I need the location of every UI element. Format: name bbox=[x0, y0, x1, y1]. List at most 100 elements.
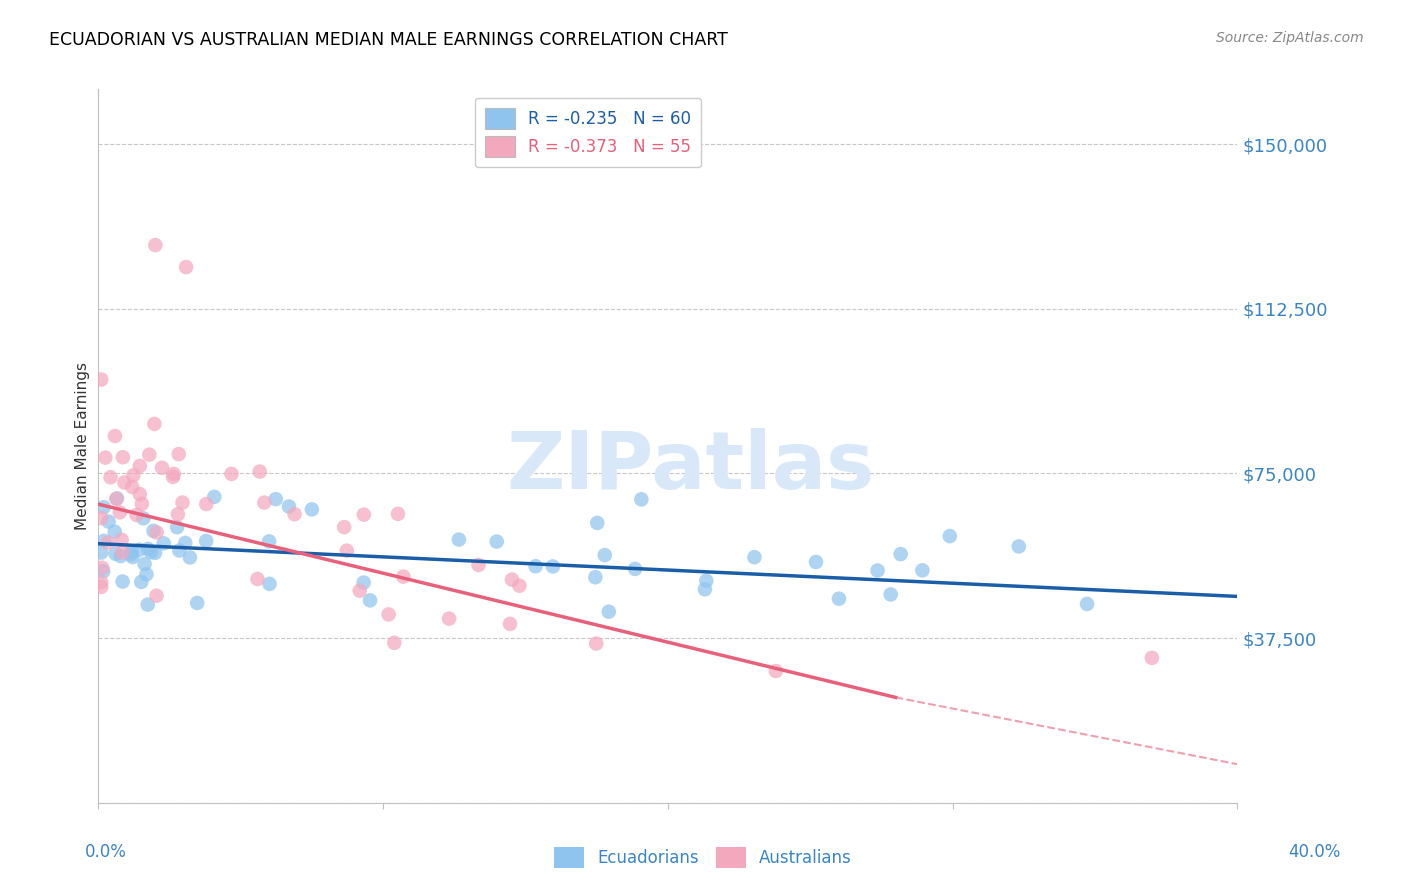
Point bbox=[174, 536, 197, 550]
Point bbox=[485, 534, 508, 549]
Point bbox=[392, 569, 415, 583]
Point bbox=[221, 467, 243, 481]
Point bbox=[278, 500, 301, 514]
Point bbox=[336, 543, 359, 558]
Point bbox=[110, 549, 132, 563]
Point bbox=[93, 500, 115, 515]
Point bbox=[122, 468, 145, 483]
Point bbox=[145, 525, 167, 540]
Point bbox=[359, 593, 381, 607]
Point bbox=[264, 492, 287, 507]
Point bbox=[939, 529, 962, 543]
Point bbox=[90, 372, 112, 386]
Point bbox=[172, 495, 194, 509]
Point bbox=[90, 575, 112, 590]
Point bbox=[447, 533, 470, 547]
Point bbox=[353, 508, 375, 522]
Point bbox=[141, 545, 163, 559]
Point bbox=[259, 577, 281, 591]
Point bbox=[744, 550, 766, 565]
Point bbox=[105, 491, 128, 506]
Point bbox=[586, 516, 609, 530]
Point bbox=[585, 636, 607, 650]
Point bbox=[131, 497, 153, 511]
Point bbox=[524, 559, 547, 574]
Point bbox=[828, 591, 851, 606]
Point bbox=[202, 490, 225, 504]
Point bbox=[382, 636, 405, 650]
Point bbox=[186, 596, 208, 610]
Text: 40.0%: 40.0% bbox=[1288, 843, 1341, 861]
Point bbox=[136, 541, 159, 556]
Point bbox=[143, 417, 166, 431]
Point bbox=[94, 450, 117, 465]
Point bbox=[630, 492, 652, 507]
Point bbox=[111, 545, 134, 559]
Point bbox=[163, 467, 186, 481]
Point bbox=[387, 507, 409, 521]
Point bbox=[765, 664, 787, 678]
Point bbox=[333, 520, 356, 534]
Point bbox=[132, 511, 155, 525]
Point bbox=[253, 495, 276, 509]
Point bbox=[100, 470, 122, 484]
Point bbox=[501, 573, 523, 587]
Point bbox=[695, 574, 717, 588]
Text: 0.0%: 0.0% bbox=[84, 843, 127, 861]
Point bbox=[166, 520, 188, 534]
Point bbox=[93, 533, 115, 548]
Point bbox=[246, 572, 269, 586]
Point bbox=[301, 502, 323, 516]
Point bbox=[90, 511, 112, 525]
Point bbox=[377, 607, 399, 622]
Point bbox=[111, 450, 134, 465]
Text: ZIPatlas: ZIPatlas bbox=[506, 428, 875, 507]
Point bbox=[104, 524, 127, 539]
Point bbox=[593, 548, 616, 562]
Point bbox=[152, 536, 174, 550]
Point bbox=[108, 505, 131, 519]
Point bbox=[97, 515, 120, 529]
Point bbox=[179, 550, 201, 565]
Point bbox=[890, 547, 912, 561]
Point bbox=[349, 583, 371, 598]
Point bbox=[195, 533, 218, 548]
Point bbox=[104, 429, 127, 443]
Point bbox=[90, 580, 112, 594]
Point bbox=[166, 507, 188, 521]
Point bbox=[111, 574, 134, 589]
Point bbox=[128, 487, 150, 501]
Point bbox=[145, 589, 167, 603]
Point bbox=[90, 545, 112, 559]
Point bbox=[134, 557, 156, 571]
Point bbox=[911, 563, 934, 577]
Point bbox=[583, 570, 606, 584]
Legend: Ecuadorians, Australians: Ecuadorians, Australians bbox=[547, 840, 859, 875]
Point bbox=[499, 616, 522, 631]
Point bbox=[353, 575, 375, 590]
Y-axis label: Median Male Earnings: Median Male Earnings bbox=[75, 362, 90, 530]
Point bbox=[136, 598, 159, 612]
Point bbox=[866, 564, 889, 578]
Point bbox=[129, 574, 152, 589]
Point bbox=[91, 560, 114, 574]
Point bbox=[120, 548, 142, 562]
Point bbox=[541, 559, 564, 574]
Text: ECUADORIAN VS AUSTRALIAN MEDIAN MALE EARNINGS CORRELATION CHART: ECUADORIAN VS AUSTRALIAN MEDIAN MALE EAR… bbox=[49, 31, 728, 49]
Point bbox=[143, 546, 166, 560]
Point bbox=[128, 458, 150, 473]
Point bbox=[880, 587, 903, 601]
Point bbox=[128, 542, 150, 557]
Point bbox=[97, 535, 120, 549]
Point bbox=[125, 508, 148, 522]
Point bbox=[167, 447, 190, 461]
Point bbox=[598, 605, 620, 619]
Text: Source: ZipAtlas.com: Source: ZipAtlas.com bbox=[1216, 31, 1364, 45]
Point bbox=[467, 558, 489, 572]
Point bbox=[195, 497, 218, 511]
Point bbox=[249, 465, 271, 479]
Point bbox=[121, 544, 143, 558]
Point bbox=[138, 448, 160, 462]
Point bbox=[121, 550, 143, 565]
Point bbox=[508, 579, 530, 593]
